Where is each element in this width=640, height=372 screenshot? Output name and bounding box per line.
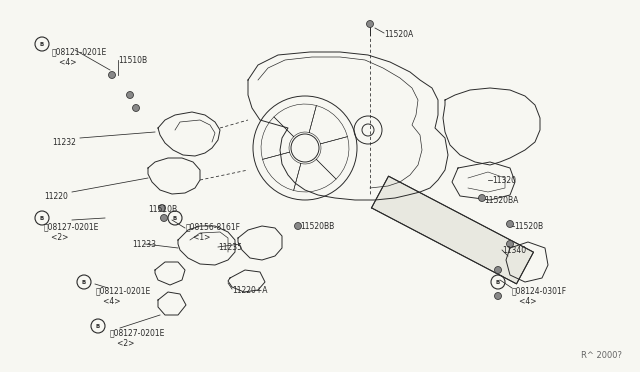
Circle shape bbox=[294, 222, 301, 230]
Text: 11510B: 11510B bbox=[118, 56, 147, 65]
Circle shape bbox=[506, 221, 513, 228]
Text: 11220: 11220 bbox=[44, 192, 68, 201]
Circle shape bbox=[506, 241, 513, 247]
Text: 11320: 11320 bbox=[492, 176, 516, 185]
Circle shape bbox=[495, 266, 502, 273]
Text: B: B bbox=[40, 215, 44, 221]
Text: 11235: 11235 bbox=[218, 243, 242, 252]
Text: 11520BB: 11520BB bbox=[300, 222, 334, 231]
Circle shape bbox=[367, 20, 374, 28]
Circle shape bbox=[132, 105, 140, 112]
Circle shape bbox=[109, 71, 115, 78]
Text: B: B bbox=[40, 42, 44, 46]
Text: B: B bbox=[496, 279, 500, 285]
Circle shape bbox=[479, 195, 486, 202]
Text: B: B bbox=[82, 279, 86, 285]
Text: B: B bbox=[173, 215, 177, 221]
Text: 11233: 11233 bbox=[132, 240, 156, 249]
Text: ⒲08127-0201E
   <2>: ⒲08127-0201E <2> bbox=[110, 328, 165, 348]
Text: ⒲08156-8161F
   <1>: ⒲08156-8161F <1> bbox=[186, 222, 241, 242]
Text: 11510B: 11510B bbox=[148, 205, 177, 214]
Circle shape bbox=[161, 215, 168, 221]
Text: 11520B: 11520B bbox=[514, 222, 543, 231]
Text: ⒲08124-0301F
   <4>: ⒲08124-0301F <4> bbox=[512, 286, 567, 306]
Text: ⒲08121-0201E
   <4>: ⒲08121-0201E <4> bbox=[52, 47, 108, 67]
Text: 11220+A: 11220+A bbox=[232, 286, 268, 295]
Text: 11232: 11232 bbox=[52, 138, 76, 147]
Text: 11520A: 11520A bbox=[384, 30, 413, 39]
Text: R^ 2000?: R^ 2000? bbox=[581, 351, 622, 360]
Circle shape bbox=[127, 92, 134, 99]
Text: 11340: 11340 bbox=[502, 246, 526, 255]
Text: B: B bbox=[96, 324, 100, 328]
Polygon shape bbox=[371, 176, 534, 284]
Circle shape bbox=[159, 205, 166, 212]
Circle shape bbox=[495, 292, 502, 299]
Text: ⒲08121-0201E
   <4>: ⒲08121-0201E <4> bbox=[96, 286, 151, 306]
Text: ⒲08127-0201E
   <2>: ⒲08127-0201E <2> bbox=[44, 222, 99, 242]
Text: 11520BA: 11520BA bbox=[484, 196, 518, 205]
